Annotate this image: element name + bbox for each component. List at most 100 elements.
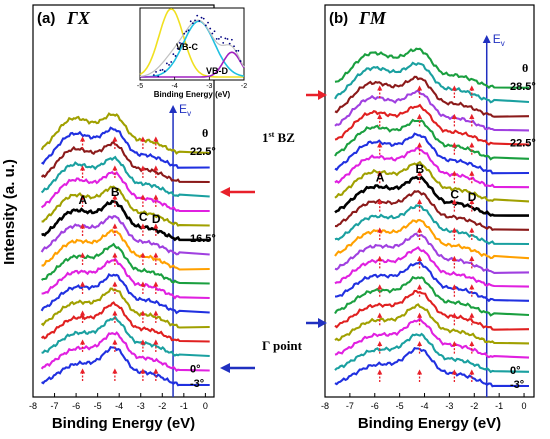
plot-frame <box>32 4 215 398</box>
spectrum-curve <box>40 331 210 372</box>
inset-data-point <box>165 62 168 65</box>
inset-data-point <box>176 47 179 50</box>
x-tick-label: -1 <box>180 401 188 411</box>
inset-label-vbc: VB-C <box>176 42 198 52</box>
spectrum-curve <box>334 61 530 104</box>
peak-label: A <box>79 193 88 207</box>
spectrum-curve <box>334 160 530 203</box>
angle-label: -3° <box>510 379 524 391</box>
x-tick-label: -6 <box>72 401 80 411</box>
spectrum-curve <box>335 260 530 303</box>
inset-data-point <box>233 45 235 48</box>
red-arrow-right-head <box>318 90 327 100</box>
inset-data-point <box>187 29 190 32</box>
inset-data-point <box>174 55 177 57</box>
inset-data-point <box>189 20 192 23</box>
ev-arrowhead <box>482 35 491 43</box>
inset-data-point <box>207 21 209 24</box>
x-tick-label: -3 <box>137 401 145 411</box>
red-arrow-left-head <box>220 187 230 197</box>
direction-label: ΓM <box>358 8 387 28</box>
inset-data-point <box>157 75 160 78</box>
inset-data-point <box>161 68 164 71</box>
x-axis-label: Binding Energy (eV) <box>358 415 501 432</box>
peak-label: A <box>376 170 385 184</box>
peak-label: B <box>111 185 120 199</box>
spectrum-curve <box>41 346 210 387</box>
x-tick-label: -6 <box>371 401 379 411</box>
ev-arrowhead <box>169 105 178 113</box>
x-tick-label: 0 <box>203 401 208 411</box>
x-tick-label: -4 <box>115 401 123 411</box>
inset-data-point <box>200 16 203 19</box>
first-bz-label: 1st BZ <box>262 130 295 145</box>
spectrum-curve <box>334 303 530 345</box>
inset-data-point <box>222 41 225 44</box>
peak-label: C <box>139 210 148 224</box>
peak-label: D <box>468 190 477 204</box>
inset-tick-label: -4 <box>172 83 178 90</box>
svg-text:1st BZ: 1st BZ <box>262 130 295 145</box>
spectrum-curve <box>41 228 210 271</box>
panel-b: -8 -7 -6 -5 -4 -3 -2 -1 0 Binding Energy (eV) (b) Γ… <box>321 4 536 432</box>
spectrum-curve <box>334 332 530 374</box>
spectrum-curve <box>334 289 530 331</box>
ev-label: Ev <box>179 102 191 118</box>
x-tick-label: -7 <box>346 401 354 411</box>
inset-data-point <box>191 22 194 25</box>
spectrum-curve <box>40 301 210 343</box>
peak-label: B <box>416 162 425 176</box>
spectrum-curve <box>334 219 530 260</box>
blue-arrow-right-head <box>318 318 327 328</box>
spectrum-curve <box>40 170 210 213</box>
spectrum-curve <box>40 273 210 315</box>
spectrum-curve <box>334 232 530 274</box>
inset-vbc-yellow <box>139 8 244 78</box>
spectrum-curve <box>334 47 530 90</box>
ev-label: Ev <box>493 32 505 48</box>
inset-data-point <box>196 14 199 17</box>
spectrum-curve <box>41 257 210 300</box>
inset-xlabel: Binding Energy (eV) <box>154 90 231 99</box>
inset-data-point <box>202 17 205 20</box>
spectrum-curve <box>40 155 210 198</box>
spectrum-curve <box>41 185 210 227</box>
angle-label: 16.5° <box>190 233 216 245</box>
inset-vbc-cyan <box>139 20 245 78</box>
inset-data-point <box>224 37 227 40</box>
inset-data-point <box>183 32 186 35</box>
inset-data-point <box>217 37 220 40</box>
inset-data-point <box>170 61 173 63</box>
panel-label: (b) <box>329 10 348 27</box>
inset-data-point <box>178 42 181 44</box>
x-tick-label: -7 <box>51 401 59 411</box>
inset-data-point <box>204 24 207 27</box>
theta-label: θ <box>522 61 528 75</box>
spectrum-curve <box>334 89 530 132</box>
spectrum-curve <box>334 132 530 175</box>
x-tick-label: -1 <box>495 401 503 411</box>
blue-arrow-left-head <box>220 363 230 373</box>
inset-data-point <box>172 53 175 56</box>
peak-label: D <box>152 212 161 226</box>
angle-label: 0° <box>510 365 521 377</box>
x-tick-label: 0 <box>522 401 527 411</box>
spectrum-curve <box>40 215 210 256</box>
gamma-point-label: Γ point <box>262 338 303 353</box>
inset-data-point <box>198 20 201 22</box>
spectrum-curve <box>334 146 530 189</box>
angle-label: 28.5° <box>510 81 536 93</box>
inset-data-point <box>213 30 216 33</box>
spectrum-curve <box>41 315 210 358</box>
inset-data-point <box>155 71 157 73</box>
inset-data-point <box>220 36 222 38</box>
spectrum-curve <box>41 126 210 169</box>
x-tick-label: -3 <box>445 401 453 411</box>
inset-data-point <box>181 42 183 45</box>
inset-data-point <box>239 60 242 62</box>
x-tick-label: -2 <box>158 401 166 411</box>
spectrum-curve <box>40 287 210 329</box>
inset-data-point <box>215 37 218 40</box>
inset-data-point <box>226 38 229 40</box>
inset-data-point <box>237 49 240 52</box>
